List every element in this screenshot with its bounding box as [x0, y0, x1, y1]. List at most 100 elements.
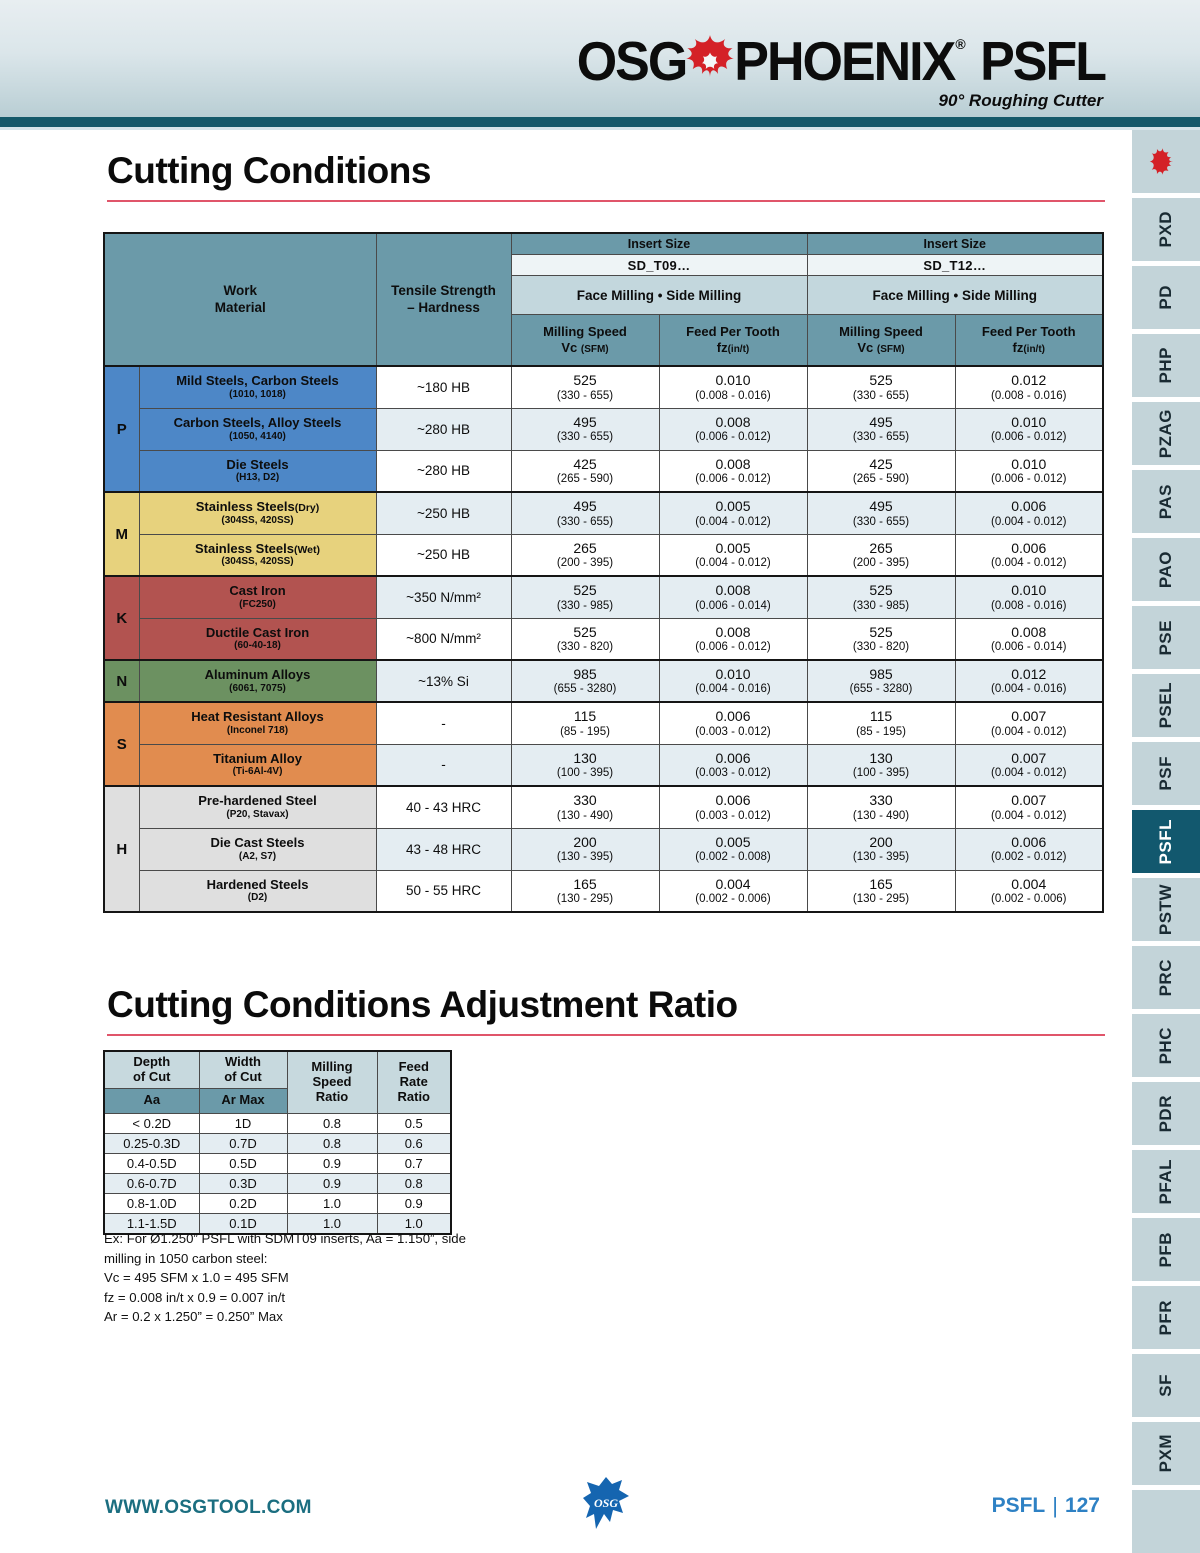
- sidebar-tab-pfb[interactable]: PFB: [1132, 1218, 1200, 1281]
- tab-label: PZAG: [1156, 408, 1175, 459]
- vc-sd12-cell: 165 (130 - 295): [806, 869, 956, 913]
- sidebar-tab-pdr[interactable]: PDR: [1132, 1082, 1200, 1145]
- sd-t12-header: SD_T12…: [806, 254, 1104, 276]
- sidebar-tab-pxd[interactable]: PXD: [1132, 198, 1200, 261]
- example-line: milling in 1050 carbon steel:: [104, 1250, 268, 1266]
- sidebar-tab-prc[interactable]: PRC: [1132, 946, 1200, 1009]
- feed-ratio-cell: 0.7: [376, 1152, 452, 1174]
- adj-row: 1.1-1.5D 0.1D 1.0 1.0: [103, 1212, 452, 1234]
- fz-sd12-cell: 0.004 (0.002 - 0.006): [954, 869, 1104, 913]
- cell-value: 425: [573, 455, 597, 472]
- sidebar-tab-sf[interactable]: SF: [1132, 1354, 1200, 1417]
- material-cell: Titanium Alloy (Ti-6Al-4V): [138, 743, 377, 787]
- sidebar-tab-psfl-active[interactable]: PSFL: [1132, 810, 1200, 873]
- fz-sd09-cell: 0.005 (0.004 - 0.012): [658, 533, 808, 577]
- website-link[interactable]: WWW.OSGTOOL.COM: [105, 1497, 312, 1518]
- material-name: Cast Iron: [229, 583, 286, 599]
- fz-sd12-cell: 0.010 (0.006 - 0.012): [954, 407, 1104, 451]
- cell-value: 525: [573, 372, 597, 389]
- vc-sd12-cell: 425 (265 - 590): [806, 449, 956, 493]
- vc-sd09-cell: 985 (655 - 3280): [510, 659, 660, 703]
- sfm-unit: (SFM): [580, 343, 609, 355]
- cell-range: (0.004 - 0.012): [991, 725, 1067, 738]
- tensile-cell: ~800 N/mm²: [375, 617, 512, 661]
- cell-value: 0.005: [715, 539, 751, 556]
- aa-cell: < 0.2D: [103, 1112, 200, 1134]
- material-name: Hardened Steels: [206, 876, 309, 892]
- cell-range: (330 - 655): [852, 515, 910, 528]
- tensile-line1: Tensile Strength: [391, 283, 496, 299]
- section-title-adjustment-ratio: Cutting Conditions Adjustment Ratio: [107, 984, 1105, 1036]
- material-cell: Heat Resistant Alloys (Inconel 718): [138, 701, 377, 745]
- tensile-cell: ~280 HB: [375, 449, 512, 493]
- group-cell-k: K: [103, 575, 140, 661]
- adj-row: 0.4-0.5D 0.5D 0.9 0.7: [103, 1152, 452, 1174]
- sidebar-tab-pse[interactable]: PSE: [1132, 606, 1200, 669]
- fz-sd09-cell: 0.004 (0.002 - 0.006): [658, 869, 808, 913]
- sidebar-tab-psf[interactable]: PSF: [1132, 742, 1200, 805]
- cell-value: 165: [573, 875, 597, 892]
- width-line2: of Cut: [224, 1068, 262, 1084]
- table-row: K Cast Iron (FC250) ~350 N/mm² 525 (330 - …: [103, 575, 1104, 661]
- sidebar-tab-pzag[interactable]: PZAG: [1132, 402, 1200, 465]
- face-milling-header-sd09: Face Milling • Side Milling: [510, 275, 808, 315]
- sidebar-tab-pxm[interactable]: PXM: [1132, 1422, 1200, 1485]
- cell-range: (85 - 195): [560, 725, 610, 738]
- cell-value: 985: [573, 665, 597, 682]
- cell-range: (0.003 - 0.012): [695, 767, 771, 780]
- feed-ratio-cell: 0.6: [376, 1132, 452, 1154]
- cell-range: (265 - 590): [852, 473, 910, 486]
- cell-range: (0.002 - 0.012): [991, 851, 1067, 864]
- adj-row: 0.25-0.3D 0.7D 0.8 0.6: [103, 1132, 452, 1154]
- feed-per-tooth-header-sd12: Feed Per Tooth fz(in/t): [954, 314, 1104, 367]
- ar-cell: 0.5D: [198, 1152, 288, 1174]
- material-sub: (304SS, 420SS): [221, 556, 294, 568]
- vc-sd12-cell: 330 (130 - 490): [806, 785, 956, 829]
- aa-cell: 0.25-0.3D: [103, 1132, 200, 1154]
- sidebar-tab-pd[interactable]: PD: [1132, 266, 1200, 329]
- sidebar-tab-phoenix-icon[interactable]: [1132, 130, 1200, 193]
- feed-line3: Ratio: [397, 1088, 431, 1104]
- fz-sd12-cell: 0.007 (0.004 - 0.012): [954, 701, 1104, 745]
- sidebar-tab-pao[interactable]: PAO: [1132, 538, 1200, 601]
- fz-symbol: fz: [716, 339, 728, 355]
- product-tagline: 90° Roughing Cutter: [938, 91, 1103, 110]
- material-name: Die Cast Steels: [210, 834, 305, 850]
- aa-cell: 1.1-1.5D: [103, 1212, 200, 1234]
- brand-phoenix-text: PHOENIX: [734, 31, 956, 93]
- sidebar-tab-php[interactable]: PHP: [1132, 334, 1200, 397]
- ar-max-subheader: Ar Max: [198, 1087, 288, 1114]
- sidebar-tab-phc[interactable]: PHC: [1132, 1014, 1200, 1077]
- sidebar-tab-pas[interactable]: PAS: [1132, 470, 1200, 533]
- table-row: Die Steels (H13, D2) ~280 HB 425 (265 - 59…: [104, 449, 1104, 493]
- cell-range: (330 - 655): [852, 431, 910, 444]
- speed-ratio-cell: 0.8: [286, 1132, 378, 1154]
- cell-value: 495: [869, 498, 893, 515]
- fz-sd12-cell: 0.010 (0.006 - 0.012): [954, 449, 1104, 493]
- cell-value: 130: [573, 749, 597, 766]
- material-sub: (1010, 1018): [229, 388, 286, 400]
- sidebar-tab-pfr[interactable]: PFR: [1132, 1286, 1200, 1349]
- cell-range: (0.004 - 0.016): [695, 683, 771, 696]
- cutting-conditions-table: Work Material Tensile Strength – Hardnes…: [103, 232, 1104, 913]
- sidebar-tab-pstw[interactable]: PSTW: [1132, 878, 1200, 941]
- sidebar-tab-psel[interactable]: PSEL: [1132, 674, 1200, 737]
- cell-value: 0.007: [1011, 708, 1047, 725]
- tab-label: PSF: [1156, 756, 1175, 791]
- fz-sd12-cell: 0.006 (0.004 - 0.012): [954, 533, 1104, 577]
- cell-value: 0.006: [715, 708, 751, 725]
- cell-range: (655 - 3280): [849, 683, 913, 696]
- material-sub: (Inconel 718): [226, 724, 289, 736]
- sidebar-tab-pfal[interactable]: PFAL: [1132, 1150, 1200, 1213]
- table-row: Die Cast Steels (A2, S7) 43 - 48 HRC 200(…: [104, 827, 1104, 871]
- cell-range: (200 - 395): [556, 557, 614, 570]
- cell-value: 0.012: [1011, 372, 1047, 389]
- cell-range: (0.008 - 0.016): [991, 599, 1067, 612]
- table-row: S Heat Resistant Alloys (Inconel 718) - 1…: [103, 701, 1104, 787]
- tensile-cell: ~13% Si: [375, 659, 512, 703]
- sd-t09-header: SD_T09…: [510, 254, 808, 276]
- table-row: H Pre-hardened Steel (P20, Stavax) 40 - 4…: [103, 785, 1104, 913]
- group-cell-s: S: [103, 701, 140, 787]
- milling-speed-header-sd09: Milling Speed Vc (SFM): [510, 314, 660, 367]
- cell-range: (330 - 655): [852, 389, 910, 402]
